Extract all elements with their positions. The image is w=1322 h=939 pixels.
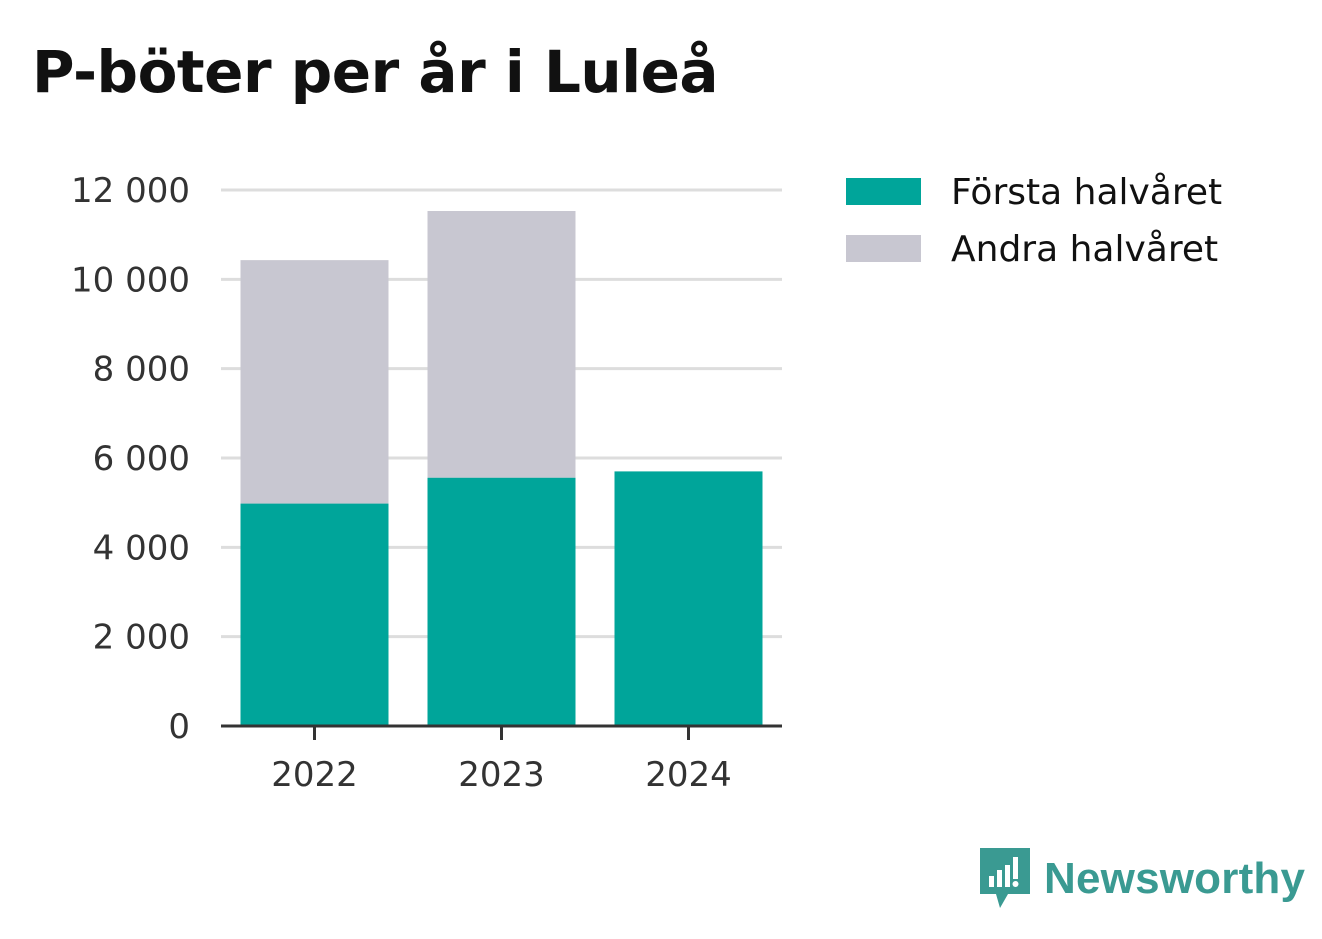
x-axis: 2022 2023 2024 [221, 724, 782, 795]
y-tick-label: 2 000 [93, 618, 190, 658]
bar-2022-series-0 [240, 503, 389, 726]
brand-logo: Newsworthy [980, 848, 1305, 910]
newsworthy-logo-icon [980, 848, 1030, 908]
y-axis: 0 2 000 4 000 6 000 8 000 10 000 12 000 [71, 171, 190, 747]
legend: Första halvåret Andra halvåret [846, 172, 1222, 270]
y-tick-label: 8 000 [93, 350, 190, 390]
bars [240, 210, 763, 726]
bar-2024-series-0 [614, 471, 763, 726]
x-tick-label: 2024 [645, 755, 732, 795]
y-tick-label: 0 [168, 707, 190, 747]
legend-swatch [846, 178, 921, 205]
brand-name: Newsworthy [1044, 854, 1306, 903]
bar-2023-series-1 [427, 210, 576, 478]
chart-title: P-böter per år i Luleå [32, 38, 719, 106]
y-tick-label: 4 000 [93, 528, 190, 568]
y-tick-label: 6 000 [93, 439, 190, 479]
legend-label: Första halvåret [951, 172, 1222, 213]
legend-label: Andra halvåret [951, 229, 1218, 270]
bar-2022-series-1 [240, 260, 389, 504]
x-tick-label: 2022 [271, 755, 358, 795]
y-tick-label: 12 000 [71, 171, 190, 211]
x-tick-label: 2023 [458, 755, 545, 795]
legend-swatch [846, 235, 921, 262]
bar-2023-series-0 [427, 477, 576, 726]
y-tick-label: 10 000 [71, 260, 190, 300]
